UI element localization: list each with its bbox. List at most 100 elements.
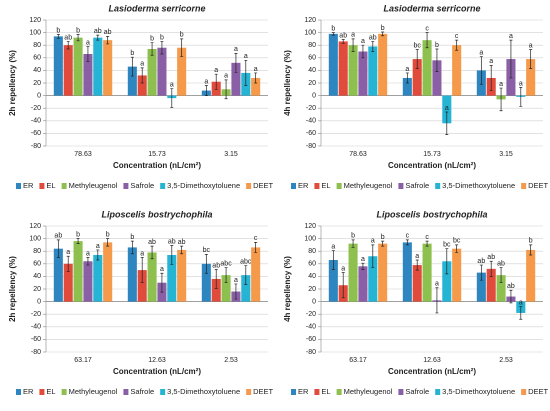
chart-title: Liposcelis bostrychophila bbox=[101, 209, 212, 219]
legend-label: 3,5-Dimethoxytoluene bbox=[167, 387, 240, 396]
legend-swatch bbox=[314, 389, 320, 395]
significance-letter: b bbox=[529, 238, 533, 245]
error-bar bbox=[499, 87, 503, 112]
y-tick-label: 120 bbox=[304, 17, 316, 24]
legend-label: DEET bbox=[253, 181, 273, 190]
significance-letter: b bbox=[381, 234, 385, 241]
bar bbox=[452, 45, 462, 96]
significance-letter: b bbox=[381, 25, 385, 32]
error-bar bbox=[351, 239, 355, 248]
significance-letter: abc bbox=[220, 260, 232, 267]
significance-letter: b bbox=[106, 231, 110, 238]
legend-swatch bbox=[521, 389, 527, 395]
error-bar bbox=[405, 72, 409, 84]
significance-letter: ab bbox=[104, 29, 112, 36]
error-bar bbox=[331, 250, 335, 270]
legend-label: Safrole bbox=[130, 387, 154, 396]
error-bar bbox=[341, 39, 345, 44]
significance-letter: b bbox=[351, 233, 355, 240]
significance-letter: ab bbox=[178, 239, 186, 246]
legend-label: EL bbox=[46, 387, 55, 396]
bar bbox=[53, 36, 63, 96]
significance-letter: a bbox=[361, 256, 365, 263]
error-bar bbox=[76, 238, 80, 244]
legend-swatch bbox=[398, 183, 404, 189]
bar bbox=[53, 248, 63, 302]
error-bar bbox=[361, 44, 365, 59]
legend-swatch bbox=[61, 183, 67, 189]
significance-letter: abc bbox=[240, 259, 252, 266]
significance-letter: b bbox=[160, 34, 164, 41]
error-bar bbox=[244, 265, 248, 285]
chart-panel: Liposcelis bostrychophila 2h repellency (… bbox=[8, 209, 273, 396]
error-bar bbox=[106, 36, 110, 45]
error-bar bbox=[489, 65, 493, 91]
bar bbox=[348, 45, 358, 96]
bar bbox=[422, 40, 432, 96]
y-tick-label: -40 bbox=[306, 324, 316, 331]
significance-letter: a bbox=[405, 66, 409, 73]
x-tick-label: 15.73 bbox=[148, 151, 166, 158]
legend-swatch bbox=[61, 389, 67, 395]
legend-label: Safrole bbox=[405, 181, 429, 190]
significance-letter: c bbox=[455, 33, 459, 40]
y-axis-title: 4h repellency (%) bbox=[283, 50, 292, 116]
bar bbox=[127, 66, 137, 96]
significance-letter: a bbox=[489, 58, 493, 65]
error-bar bbox=[479, 264, 483, 281]
significance-letter: c bbox=[406, 233, 410, 240]
legend-label: Methyleugenol bbox=[344, 387, 393, 396]
legend-label: EL bbox=[46, 181, 55, 190]
bar bbox=[251, 247, 261, 302]
error-bar bbox=[435, 287, 439, 314]
legend-label: 3,5-Dimethoxytoluene bbox=[442, 387, 515, 396]
bar bbox=[328, 260, 338, 302]
bar bbox=[476, 272, 486, 302]
x-tick-label: 3.15 bbox=[224, 151, 238, 158]
y-tick-label: 60 bbox=[308, 55, 316, 62]
y-tick-label: -40 bbox=[31, 324, 41, 331]
y-tick-label: 40 bbox=[33, 273, 41, 280]
error-bar bbox=[435, 48, 439, 73]
bar bbox=[378, 33, 388, 96]
y-tick-label: -20 bbox=[306, 311, 316, 318]
significance-letter: a bbox=[519, 299, 523, 306]
legend-swatch bbox=[16, 389, 21, 395]
legend-label: DEET bbox=[528, 181, 548, 190]
x-tick-label: 2.53 bbox=[499, 357, 513, 364]
significance-letter: b bbox=[180, 32, 184, 39]
error-bar bbox=[244, 59, 248, 86]
x-tick-label: 63.17 bbox=[74, 357, 92, 364]
y-tick-label: 100 bbox=[29, 235, 41, 242]
error-bar bbox=[224, 267, 228, 284]
x-axis-title: Concentration (nL/cm²) bbox=[388, 367, 476, 376]
bar bbox=[402, 242, 412, 302]
significance-letter: c bbox=[425, 25, 429, 32]
legend-label: EL bbox=[321, 181, 330, 190]
bar bbox=[328, 33, 338, 96]
error-bar bbox=[254, 242, 258, 253]
legend-label: ER bbox=[298, 181, 309, 190]
significance-letter: a bbox=[244, 53, 248, 60]
significance-letter: a bbox=[341, 265, 345, 272]
legend-label: Methyleugenol bbox=[69, 181, 118, 190]
y-tick-label: -60 bbox=[31, 336, 41, 343]
y-tick-label: 60 bbox=[33, 55, 41, 62]
bar bbox=[486, 268, 496, 302]
bar bbox=[177, 249, 187, 302]
error-bar bbox=[96, 249, 100, 261]
bar bbox=[137, 75, 147, 96]
significance-letter: b bbox=[56, 27, 60, 34]
error-bar bbox=[254, 72, 258, 84]
significance-letter: a bbox=[160, 266, 164, 273]
x-tick-label: 3.15 bbox=[499, 151, 513, 158]
legend-swatch bbox=[336, 183, 342, 189]
significance-letter: b bbox=[150, 36, 154, 43]
y-tick-label: -60 bbox=[31, 130, 41, 137]
bar bbox=[241, 275, 251, 302]
error-bar bbox=[529, 244, 533, 256]
bar bbox=[103, 40, 113, 96]
bar bbox=[442, 95, 452, 124]
significance-letter: a bbox=[351, 32, 355, 39]
significance-letter: a bbox=[224, 73, 228, 80]
